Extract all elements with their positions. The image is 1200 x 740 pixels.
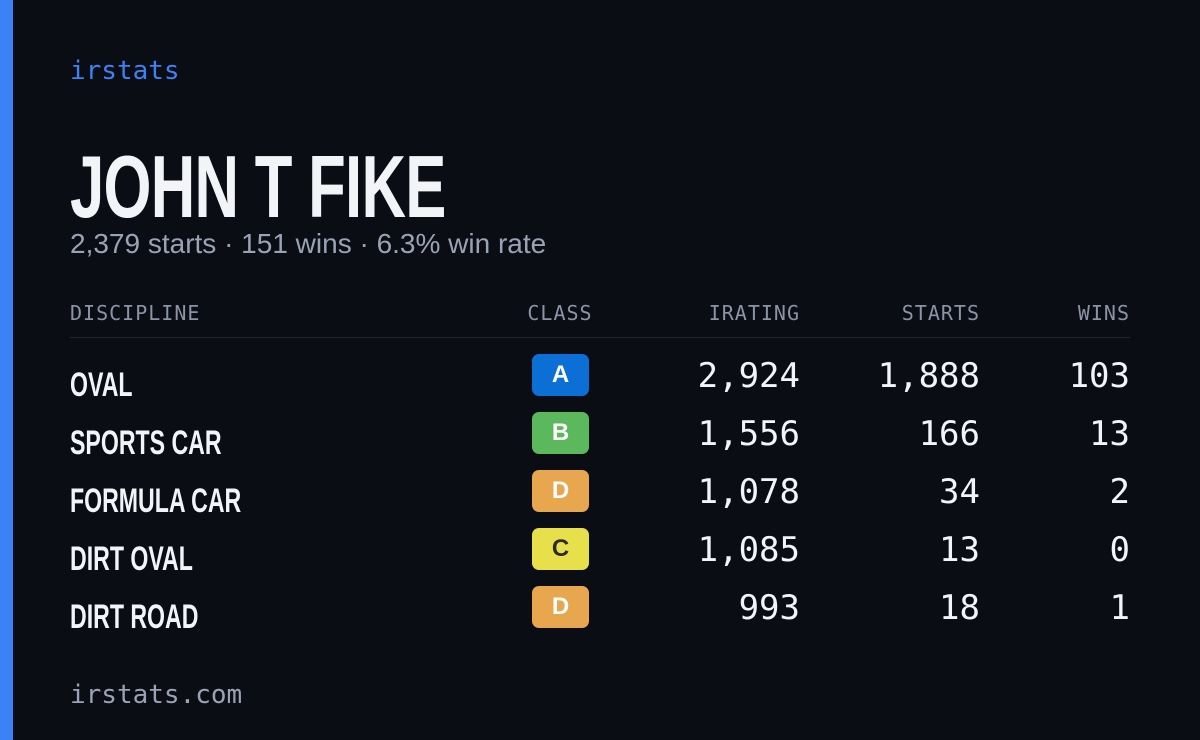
class-badge: D <box>532 586 589 628</box>
class-badge: A <box>532 354 589 396</box>
class-badge: D <box>532 470 589 512</box>
brand: irstats <box>70 56 180 86</box>
wins: 1 <box>1109 588 1130 628</box>
wins: 2 <box>1109 472 1130 512</box>
driver-summary: 2,379 starts · 151 wins · 6.3% win rate <box>70 228 547 259</box>
accent-bar <box>0 0 13 740</box>
irating: 2,924 <box>697 356 800 396</box>
column-header: STARTS <box>901 301 980 325</box>
driver-name: JOHN T FIKE <box>70 137 446 236</box>
starts: 34 <box>939 472 980 512</box>
column-header: WINS <box>1077 301 1130 325</box>
irating: 1,085 <box>697 530 800 570</box>
irating: 1,078 <box>697 472 800 512</box>
class-badge: B <box>532 412 589 454</box>
irating: 1,556 <box>697 414 800 454</box>
discipline: DIRT OVAL <box>70 540 193 578</box>
discipline: SPORTS CAR <box>70 424 222 462</box>
header-rule <box>70 337 1130 338</box>
class-badge: C <box>532 528 589 570</box>
wins: 0 <box>1109 530 1130 570</box>
discipline: OVAL <box>70 366 133 404</box>
wins: 103 <box>1068 356 1130 396</box>
starts: 18 <box>939 588 980 628</box>
footer: irstats.com <box>70 680 243 710</box>
column-header: CLASS <box>527 301 593 325</box>
starts: 1,888 <box>877 356 980 396</box>
starts: 13 <box>939 530 980 570</box>
discipline: FORMULA CAR <box>70 482 242 520</box>
column-header: DISCIPLINE <box>70 301 201 325</box>
wins: 13 <box>1089 414 1130 454</box>
irating: 993 <box>738 588 800 628</box>
column-header: IRATING <box>708 301 800 325</box>
discipline: DIRT ROAD <box>70 598 199 636</box>
starts: 166 <box>918 414 980 454</box>
